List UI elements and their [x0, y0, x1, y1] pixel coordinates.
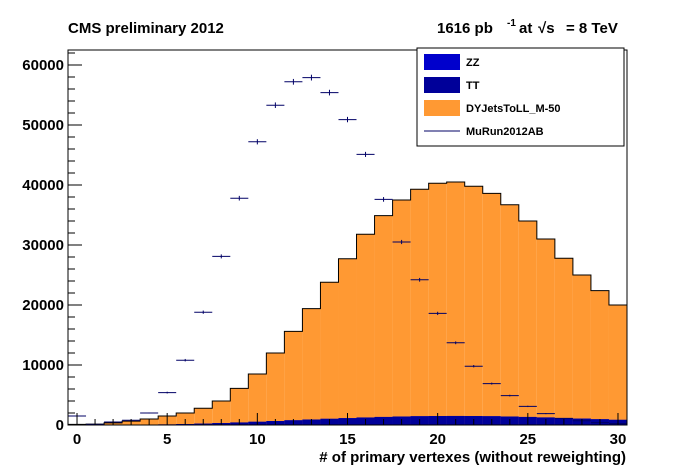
bar-dy	[392, 200, 411, 425]
x-tick-label: 0	[73, 431, 81, 448]
stack-histograms	[67, 181, 628, 425]
bar-dy	[212, 401, 231, 425]
data-point	[536, 413, 555, 415]
bar-dy	[464, 186, 483, 425]
data-point	[266, 102, 285, 108]
bar-dy	[266, 353, 285, 425]
data-point	[356, 151, 375, 157]
y-tick-label: 50000	[22, 117, 64, 134]
data-points	[68, 74, 627, 425]
bar-dy	[356, 234, 375, 425]
bar-dy	[518, 221, 537, 425]
x-tick-label: 25	[519, 431, 536, 448]
bar-dy	[536, 239, 555, 425]
data-point	[482, 382, 501, 385]
data-point	[248, 139, 267, 145]
bar-dy	[320, 282, 339, 425]
x-tick-label: 30	[610, 431, 627, 448]
header-left: CMS preliminary 2012	[68, 20, 224, 37]
bar-dy	[374, 215, 393, 425]
data-point	[212, 254, 231, 259]
data-point	[446, 341, 465, 345]
bar-dy	[410, 189, 429, 425]
data-point	[410, 277, 429, 282]
bar-dy	[302, 308, 321, 425]
data-point	[464, 365, 483, 368]
stack-outline	[67, 181, 628, 425]
legend-label: ZZ	[466, 57, 480, 69]
data-point	[302, 74, 321, 81]
legend-entry-zz: ZZ	[424, 54, 480, 70]
y-tick-label: 40000	[22, 177, 64, 194]
header-lumi: 1616 pb -1 at √s = 8 TeV	[437, 18, 618, 37]
x-tick-label: 15	[339, 431, 356, 448]
bar-dy	[428, 183, 447, 425]
lumi-energy: = 8 TeV	[566, 20, 618, 37]
data-point	[140, 412, 159, 414]
data-point	[230, 195, 249, 201]
legend-swatch	[424, 54, 460, 70]
bar-dy	[338, 258, 357, 425]
legend-entry-dy: DYJetsToLL_M-50	[424, 100, 561, 116]
legend: ZZ TT DYJetsToLL_M-50 MuRun2012AB	[416, 47, 625, 147]
bar-dy	[608, 305, 627, 425]
data-point	[500, 394, 519, 397]
y-tick-label: 0	[56, 417, 64, 434]
data-point	[392, 239, 411, 245]
axes: 0 5 10 15 20 25 30 0 10000 20000 30000 40000 50000 60…	[22, 52, 627, 448]
data-point	[320, 89, 339, 96]
bar-dy	[482, 193, 501, 425]
y-tick-label: 20000	[22, 297, 64, 314]
bar-dy	[500, 204, 519, 425]
x-tick-label: 20	[429, 431, 446, 448]
bar-dy	[446, 182, 465, 425]
data-point	[374, 197, 393, 202]
lumi-at: at	[519, 20, 532, 37]
bar-dy	[590, 290, 609, 425]
y-tick-label: 60000	[22, 57, 64, 74]
data-point	[428, 311, 447, 316]
legend-entry-tt: TT	[424, 77, 480, 93]
data-point	[176, 358, 195, 362]
lumi-value: 1616 pb	[437, 20, 493, 37]
bar-dy	[194, 408, 213, 425]
legend-swatch	[424, 100, 460, 116]
data-point	[194, 310, 213, 314]
bar-dy	[248, 374, 267, 425]
data-point	[284, 78, 303, 85]
bar-dy	[284, 331, 303, 425]
bar-dy	[572, 275, 591, 425]
lumi-sqrt-s: √s	[538, 20, 555, 37]
data-point	[518, 405, 537, 408]
x-tick-label: 10	[249, 431, 266, 448]
legend-label: DYJetsToLL_M-50	[466, 103, 561, 115]
lumi-exponent: -1	[507, 18, 516, 29]
x-tick-label: 5	[163, 431, 171, 448]
y-tick-label: 10000	[22, 357, 64, 374]
data-point	[158, 391, 177, 394]
legend-swatch	[424, 77, 460, 93]
legend-entry-data: MuRun2012AB	[424, 126, 544, 138]
data-point	[338, 116, 357, 123]
x-axis-label: # of primary vertexes (without reweighti…	[319, 449, 626, 466]
y-tick-label: 30000	[22, 237, 64, 254]
legend-label: TT	[466, 80, 480, 92]
legend-label: MuRun2012AB	[466, 126, 544, 138]
data-point	[554, 417, 573, 419]
bar-dy	[554, 258, 573, 425]
bar-dy	[230, 388, 249, 425]
